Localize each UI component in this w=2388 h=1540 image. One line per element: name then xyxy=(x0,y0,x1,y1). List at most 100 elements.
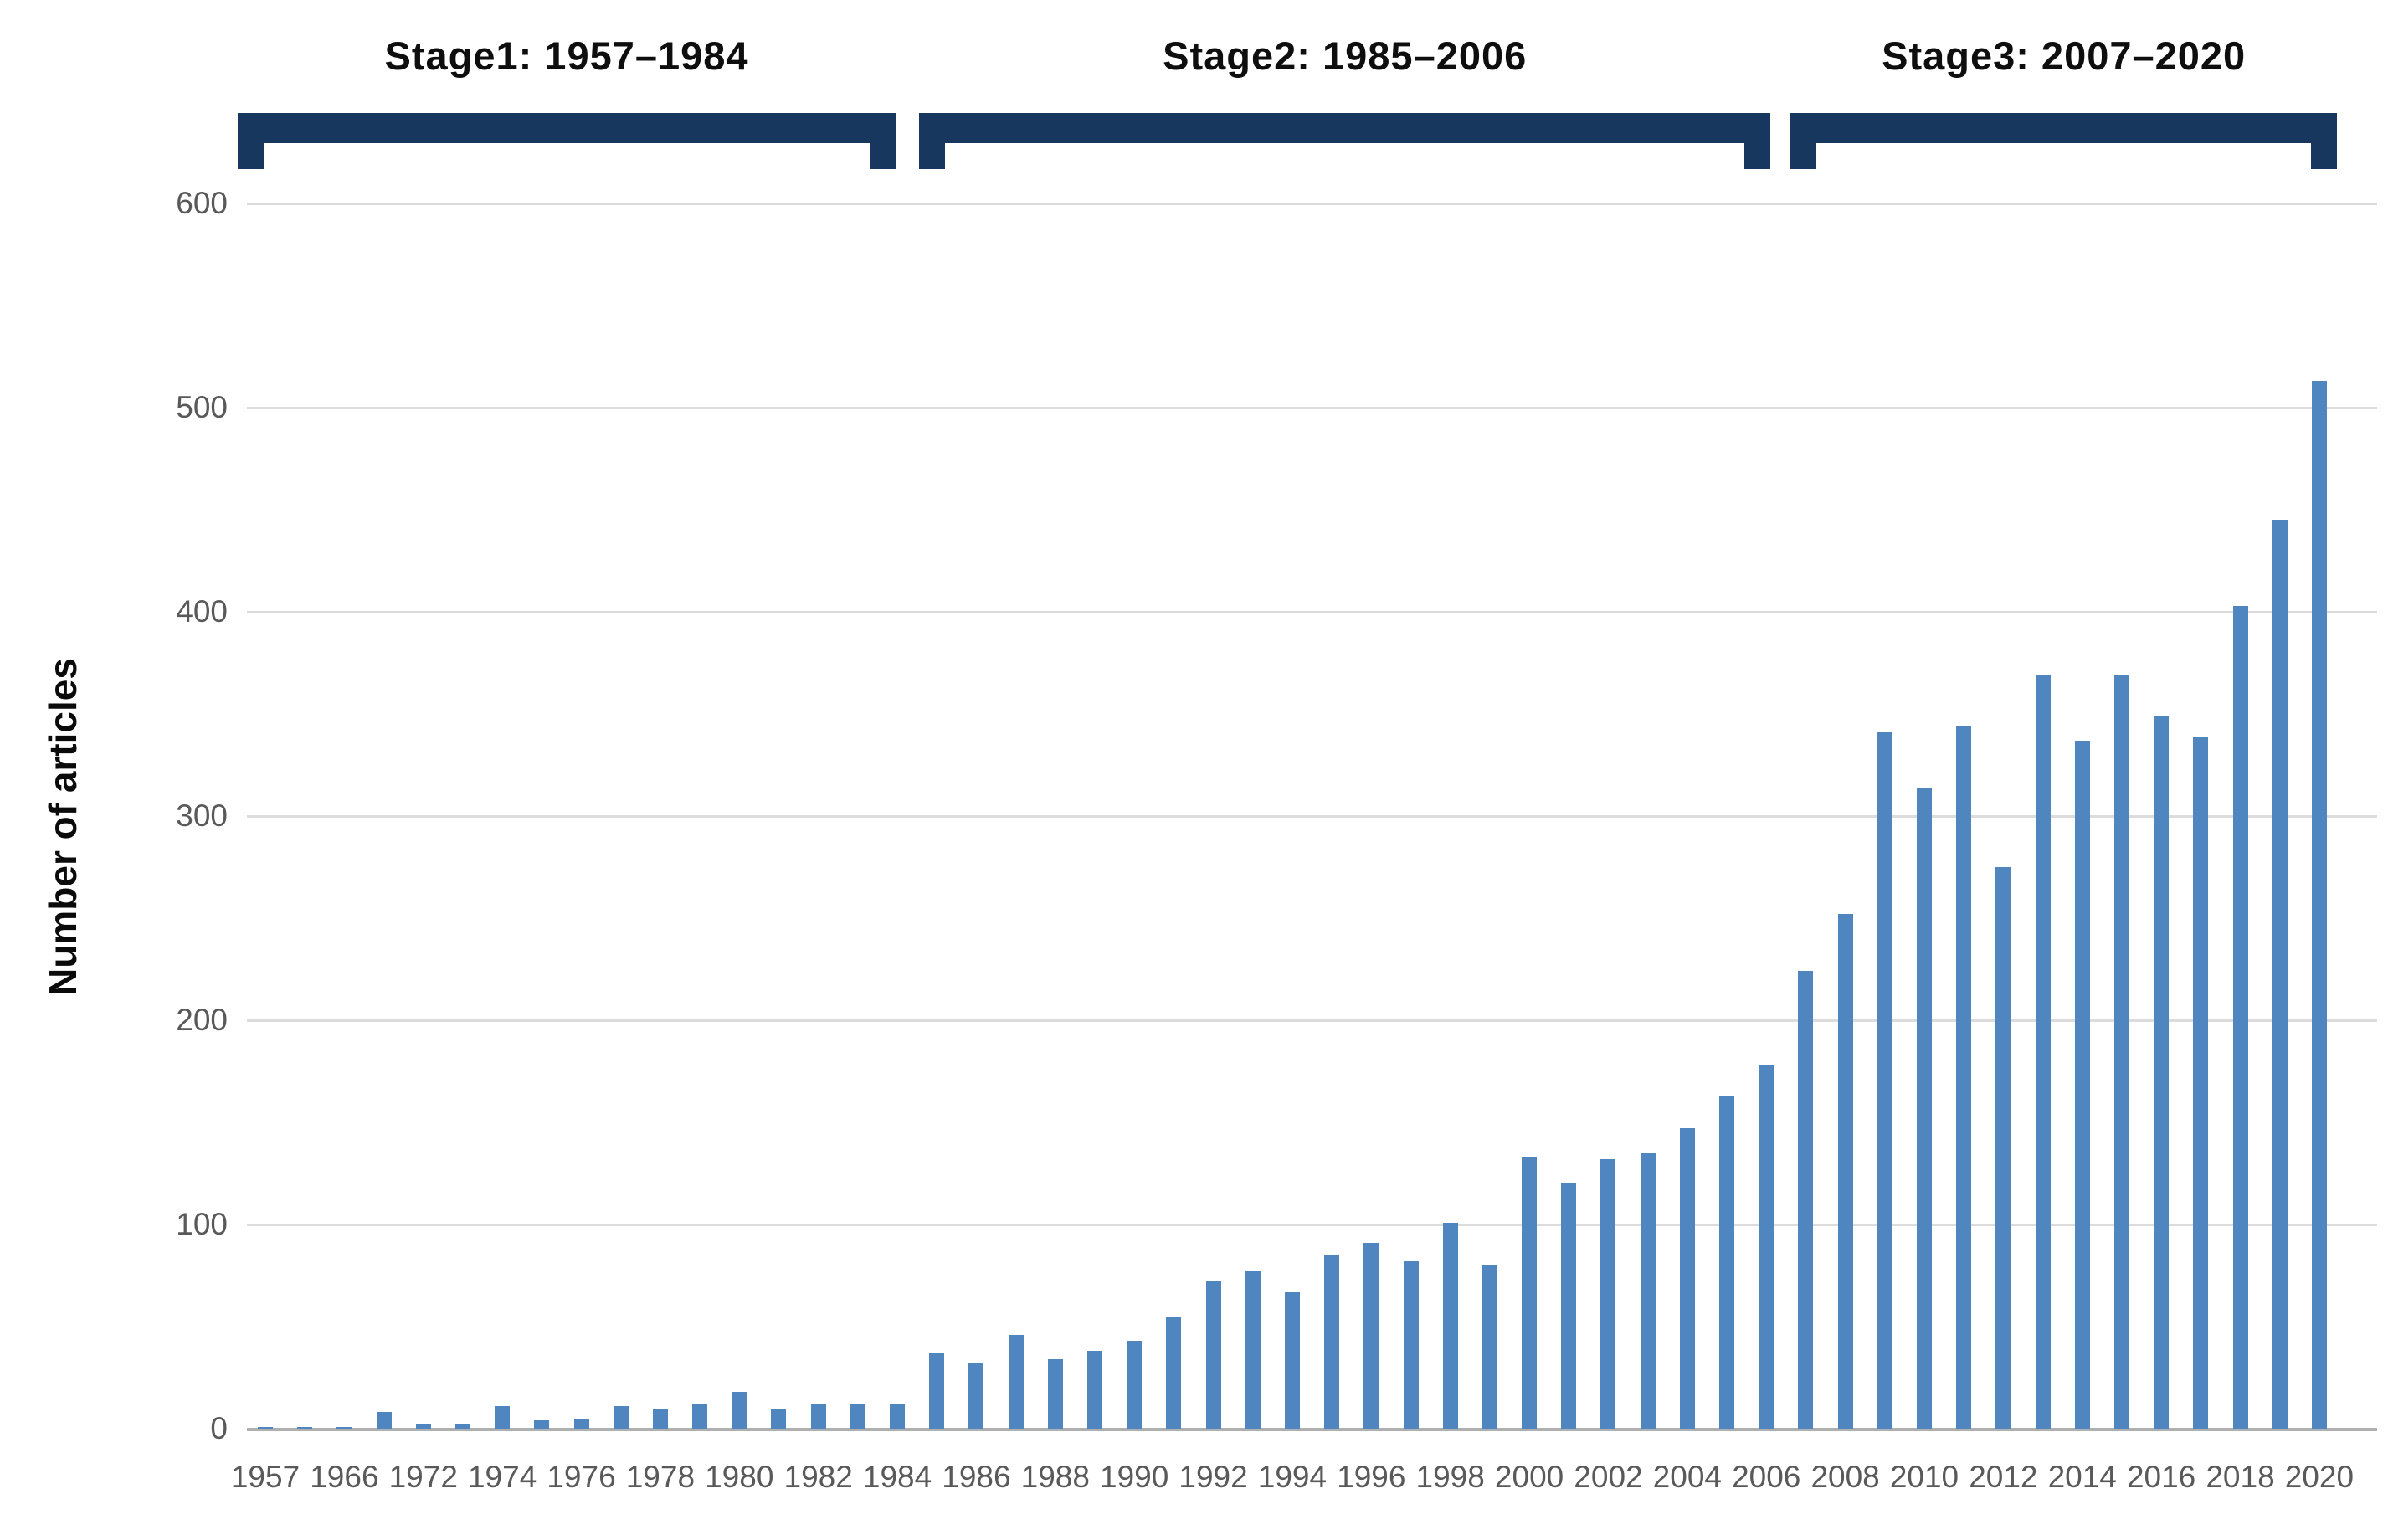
x-tick-label: 1976 xyxy=(547,1460,616,1494)
x-tick-label: 2020 xyxy=(2284,1460,2355,1494)
y-tick-label: 100 xyxy=(176,1207,228,1241)
x-tick-label: 1990 xyxy=(1100,1460,1169,1494)
bar xyxy=(1561,1183,1577,1429)
bar xyxy=(573,1419,589,1429)
bar xyxy=(1837,914,1853,1429)
bar xyxy=(2193,737,2209,1429)
bar xyxy=(1127,1341,1143,1429)
x-tick-label: 1957 xyxy=(230,1460,300,1494)
bar xyxy=(258,1427,273,1429)
bar xyxy=(1284,1292,1300,1429)
stage-bracket xyxy=(1790,113,2337,169)
gridline xyxy=(247,407,2377,409)
x-tick-label: 2006 xyxy=(1732,1460,1801,1494)
x-tick-label: 1966 xyxy=(310,1460,379,1494)
bar xyxy=(1995,867,2011,1429)
x-tick-label: 1980 xyxy=(705,1460,774,1494)
bar xyxy=(1008,1335,1024,1429)
bar xyxy=(1324,1255,1340,1429)
bar xyxy=(1600,1159,1616,1429)
x-tick-label: 1996 xyxy=(1337,1460,1406,1494)
x-tick-label: 1986 xyxy=(942,1460,1011,1494)
gridline xyxy=(247,611,2377,613)
y-tick-label: 0 xyxy=(210,1411,228,1445)
x-tick-label: 1982 xyxy=(783,1460,853,1494)
gridline xyxy=(247,1019,2377,1022)
bar xyxy=(1719,1096,1735,1429)
x-tick-label: 2012 xyxy=(1969,1460,2038,1494)
x-tick-label: 1974 xyxy=(467,1460,537,1494)
gridline xyxy=(247,1224,2377,1226)
bar xyxy=(1047,1359,1063,1429)
bar xyxy=(1482,1265,1497,1429)
stage-title: Stage1: 1957–1984 xyxy=(384,33,749,78)
bar xyxy=(1679,1128,1695,1429)
bar xyxy=(968,1363,984,1429)
y-axis-title: Number of articles xyxy=(41,658,85,996)
y-tick-label: 400 xyxy=(176,594,228,629)
bar xyxy=(1403,1261,1419,1429)
bar xyxy=(1442,1223,1458,1429)
bar xyxy=(415,1424,431,1429)
bar xyxy=(1759,1065,1774,1429)
bar xyxy=(2074,741,2090,1429)
x-tick-label: 2002 xyxy=(1574,1460,1643,1494)
bar xyxy=(1956,726,1972,1429)
bar xyxy=(534,1420,550,1429)
bar xyxy=(1877,732,1892,1429)
x-tick-label: 1998 xyxy=(1415,1460,1485,1494)
bar xyxy=(1363,1243,1379,1429)
bar xyxy=(1798,971,1814,1429)
x-tick-label: 1988 xyxy=(1020,1460,1090,1494)
bar xyxy=(1205,1281,1221,1429)
x-tick-label: 1984 xyxy=(862,1460,932,1494)
bar xyxy=(1086,1351,1102,1429)
bar xyxy=(2232,606,2248,1429)
y-tick-label: 200 xyxy=(176,1003,228,1037)
x-axis-line xyxy=(247,1428,2377,1431)
bar xyxy=(376,1412,392,1429)
bar xyxy=(929,1353,945,1429)
bar xyxy=(613,1406,629,1429)
stage-bracket xyxy=(238,113,896,169)
bar xyxy=(771,1409,787,1429)
x-tick-label: 1992 xyxy=(1179,1460,1248,1494)
bar xyxy=(810,1404,826,1429)
bar xyxy=(2035,675,2051,1429)
gridline xyxy=(247,815,2377,818)
bar xyxy=(336,1427,352,1429)
bar xyxy=(297,1427,313,1429)
bar xyxy=(652,1409,668,1429)
bar xyxy=(495,1406,511,1429)
bar xyxy=(1522,1157,1538,1429)
x-tick-label: 2016 xyxy=(2126,1460,2196,1494)
bar xyxy=(732,1392,747,1429)
x-tick-label: 1978 xyxy=(625,1460,696,1494)
x-tick-label: 2000 xyxy=(1494,1460,1564,1494)
bar xyxy=(1916,788,1932,1429)
bar xyxy=(1640,1153,1656,1429)
gridline xyxy=(247,203,2377,205)
x-tick-label: 2010 xyxy=(1889,1460,1959,1494)
y-tick-label: 600 xyxy=(176,186,228,220)
y-tick-label: 300 xyxy=(176,798,228,833)
bar xyxy=(1245,1271,1261,1429)
bar xyxy=(2311,381,2327,1429)
stage-title: Stage3: 2007–2020 xyxy=(1882,33,2247,78)
x-tick-label: 1972 xyxy=(388,1460,458,1494)
x-tick-label: 2014 xyxy=(2047,1460,2117,1494)
stage-title: Stage2: 1985–2006 xyxy=(1163,33,1528,78)
x-tick-label: 2004 xyxy=(1652,1460,1722,1494)
bar xyxy=(454,1424,470,1429)
y-tick-label: 500 xyxy=(176,390,228,424)
bar xyxy=(2113,675,2129,1429)
bar xyxy=(850,1404,865,1429)
x-tick-label: 2008 xyxy=(1810,1460,1880,1494)
bar xyxy=(2154,716,2170,1429)
bar xyxy=(692,1404,708,1429)
x-tick-label: 1994 xyxy=(1257,1460,1328,1494)
x-tick-label: 2018 xyxy=(2206,1460,2275,1494)
bar xyxy=(1166,1317,1182,1429)
stage-bracket xyxy=(919,113,1771,169)
